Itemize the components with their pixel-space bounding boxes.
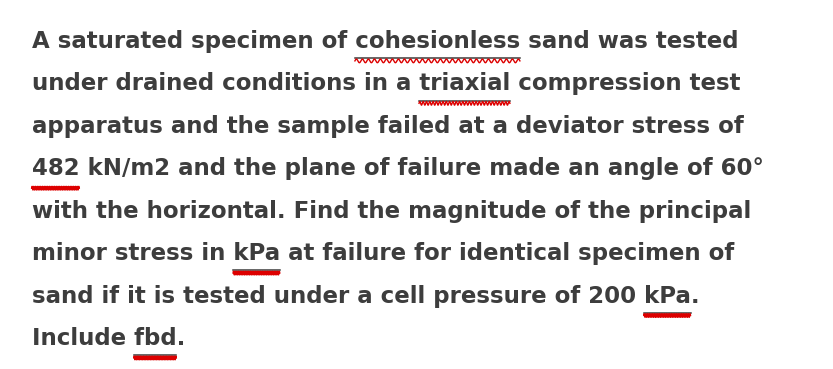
Text: 482 kN/m2 and the plane of failure made an angle of 60°: 482 kN/m2 and the plane of failure made … [32, 157, 764, 180]
Text: apparatus and the sample failed at a deviator stress of: apparatus and the sample failed at a dev… [32, 115, 743, 138]
Text: under drained conditions in a triaxial compression test: under drained conditions in a triaxial c… [32, 72, 741, 96]
Text: sand if it is tested under a cell pressure of 200 kPa.: sand if it is tested under a cell pressu… [32, 284, 699, 308]
Text: Include fbd.: Include fbd. [32, 327, 185, 350]
Text: minor stress in kPa at failure for identical specimen of: minor stress in kPa at failure for ident… [32, 242, 734, 265]
Text: with the horizontal. Find the magnitude of the principal: with the horizontal. Find the magnitude … [32, 200, 751, 223]
Text: A saturated specimen of cohesionless sand was tested: A saturated specimen of cohesionless san… [32, 30, 738, 53]
